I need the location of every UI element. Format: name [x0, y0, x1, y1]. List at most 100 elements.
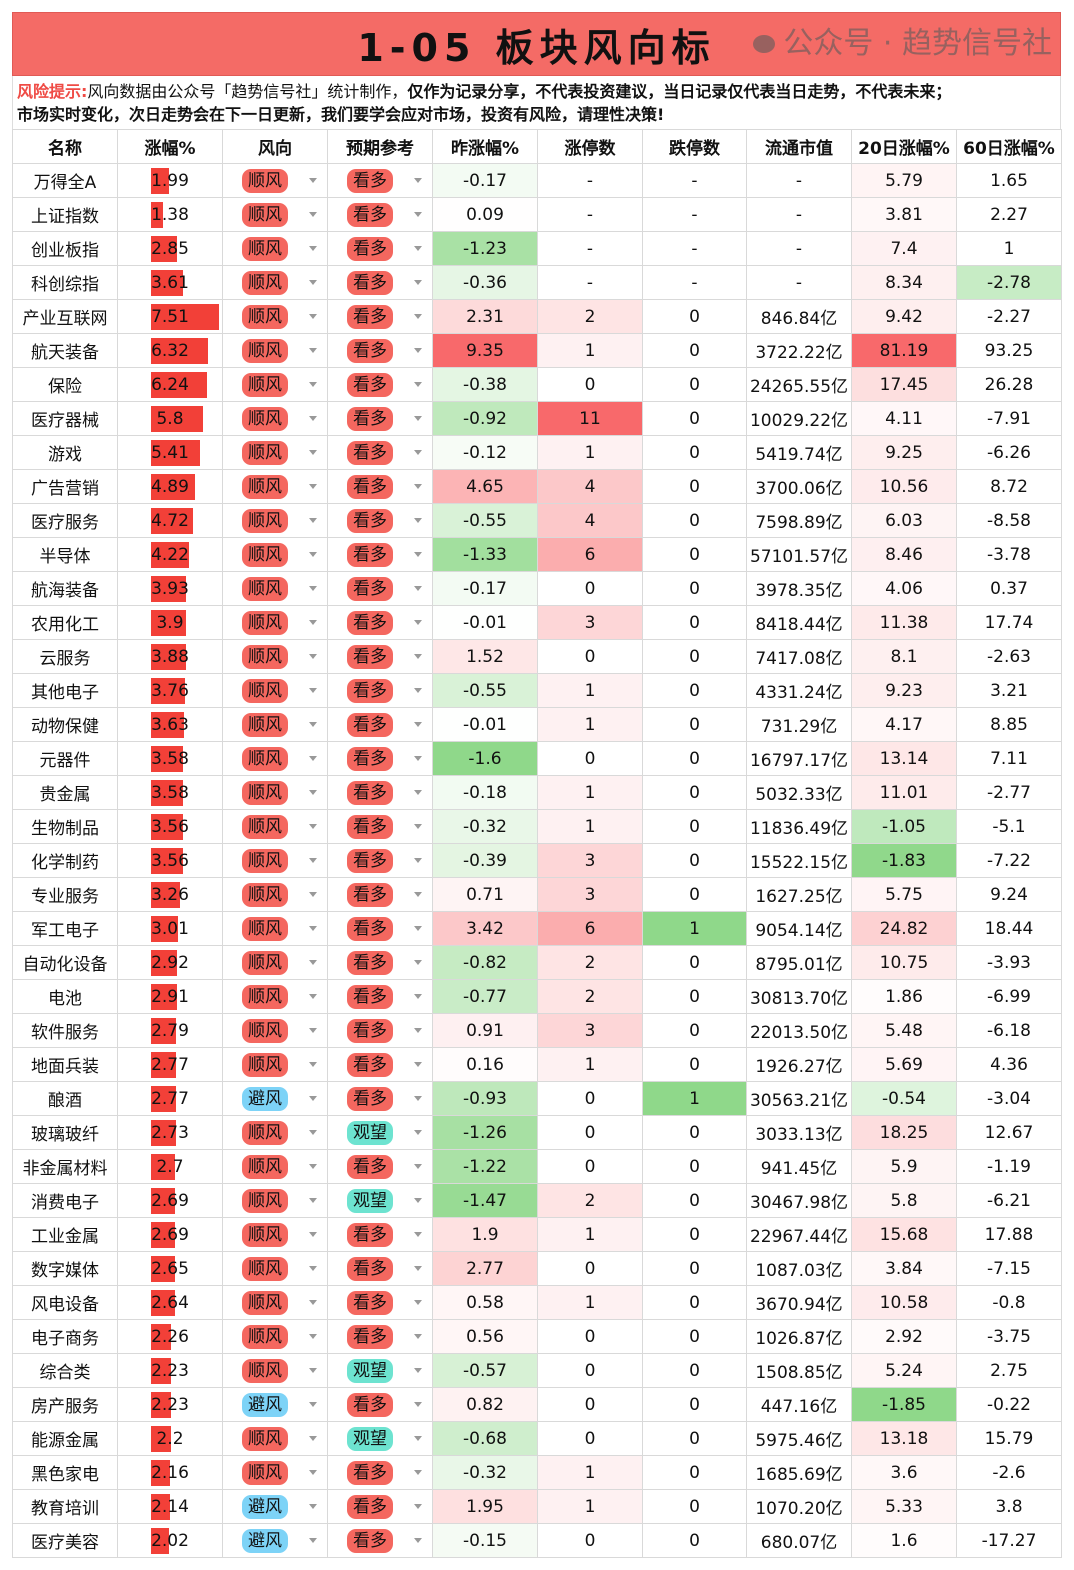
dropdown-arrow-icon[interactable] [309, 756, 317, 761]
wind-dropdown[interactable]: 顺风 [222, 639, 328, 674]
expectation-dropdown[interactable]: 观望 [327, 1353, 433, 1388]
dropdown-arrow-icon[interactable] [309, 1232, 317, 1237]
dropdown-arrow-icon[interactable] [414, 1198, 422, 1203]
wind-dropdown[interactable]: 顺风 [222, 877, 328, 912]
dropdown-arrow-icon[interactable] [309, 552, 317, 557]
wind-dropdown[interactable]: 顺风 [222, 843, 328, 878]
wind-dropdown[interactable]: 顺风 [222, 979, 328, 1014]
dropdown-arrow-icon[interactable] [414, 994, 422, 999]
dropdown-arrow-icon[interactable] [309, 1470, 317, 1475]
dropdown-arrow-icon[interactable] [414, 1028, 422, 1033]
expectation-dropdown[interactable]: 看多 [327, 605, 433, 640]
expectation-dropdown[interactable]: 看多 [327, 367, 433, 402]
dropdown-arrow-icon[interactable] [309, 1130, 317, 1135]
dropdown-arrow-icon[interactable] [309, 484, 317, 489]
dropdown-arrow-icon[interactable] [309, 1436, 317, 1441]
dropdown-arrow-icon[interactable] [309, 348, 317, 353]
dropdown-arrow-icon[interactable] [414, 1436, 422, 1441]
expectation-dropdown[interactable]: 看多 [327, 1285, 433, 1320]
dropdown-arrow-icon[interactable] [309, 518, 317, 523]
dropdown-arrow-icon[interactable] [309, 1096, 317, 1101]
expectation-dropdown[interactable]: 看多 [327, 639, 433, 674]
dropdown-arrow-icon[interactable] [309, 1538, 317, 1543]
expectation-dropdown[interactable]: 看多 [327, 435, 433, 470]
expectation-dropdown[interactable]: 看多 [327, 1149, 433, 1184]
dropdown-arrow-icon[interactable] [309, 960, 317, 965]
dropdown-arrow-icon[interactable] [309, 450, 317, 455]
wind-dropdown[interactable]: 顺风 [222, 435, 328, 470]
wind-dropdown[interactable]: 顺风 [222, 1013, 328, 1048]
dropdown-arrow-icon[interactable] [414, 1096, 422, 1101]
dropdown-arrow-icon[interactable] [309, 1266, 317, 1271]
expectation-dropdown[interactable]: 看多 [327, 1047, 433, 1082]
dropdown-arrow-icon[interactable] [414, 1232, 422, 1237]
dropdown-arrow-icon[interactable] [309, 722, 317, 727]
dropdown-arrow-icon[interactable] [309, 178, 317, 183]
dropdown-arrow-icon[interactable] [414, 1368, 422, 1373]
wind-dropdown[interactable]: 顺风 [222, 1319, 328, 1354]
wind-dropdown[interactable]: 顺风 [222, 1149, 328, 1184]
wind-dropdown[interactable]: 顺风 [222, 911, 328, 946]
expectation-dropdown[interactable]: 看多 [327, 231, 433, 266]
dropdown-arrow-icon[interactable] [414, 892, 422, 897]
dropdown-arrow-icon[interactable] [414, 1504, 422, 1509]
dropdown-arrow-icon[interactable] [414, 1130, 422, 1135]
dropdown-arrow-icon[interactable] [309, 824, 317, 829]
dropdown-arrow-icon[interactable] [414, 722, 422, 727]
dropdown-arrow-icon[interactable] [309, 1368, 317, 1373]
expectation-dropdown[interactable]: 看多 [327, 163, 433, 198]
dropdown-arrow-icon[interactable] [309, 994, 317, 999]
wind-dropdown[interactable]: 顺风 [222, 333, 328, 368]
dropdown-arrow-icon[interactable] [309, 926, 317, 931]
wind-dropdown[interactable]: 顺风 [222, 741, 328, 776]
expectation-dropdown[interactable]: 看多 [327, 979, 433, 1014]
expectation-dropdown[interactable]: 看多 [327, 1319, 433, 1354]
dropdown-arrow-icon[interactable] [309, 1028, 317, 1033]
expectation-dropdown[interactable]: 看多 [327, 843, 433, 878]
wind-dropdown[interactable]: 顺风 [222, 401, 328, 436]
wind-dropdown[interactable]: 顺风 [222, 571, 328, 606]
dropdown-arrow-icon[interactable] [414, 1334, 422, 1339]
expectation-dropdown[interactable]: 观望 [327, 1183, 433, 1218]
header-expectation[interactable]: 预期参考 [327, 129, 433, 164]
wind-dropdown[interactable]: 顺风 [222, 1285, 328, 1320]
wind-dropdown[interactable]: 避风 [222, 1081, 328, 1116]
dropdown-arrow-icon[interactable] [414, 484, 422, 489]
dropdown-arrow-icon[interactable] [414, 654, 422, 659]
header-market-cap[interactable]: 流通市值 [746, 129, 852, 164]
wind-dropdown[interactable]: 顺风 [222, 367, 328, 402]
dropdown-arrow-icon[interactable] [414, 382, 422, 387]
dropdown-arrow-icon[interactable] [414, 1300, 422, 1305]
dropdown-arrow-icon[interactable] [414, 586, 422, 591]
wind-dropdown[interactable]: 顺风 [222, 1455, 328, 1490]
expectation-dropdown[interactable]: 看多 [327, 1455, 433, 1490]
wind-dropdown[interactable]: 顺风 [222, 537, 328, 572]
expectation-dropdown[interactable]: 看多 [327, 401, 433, 436]
header-prev-change[interactable]: 昨涨幅% [432, 129, 538, 164]
expectation-dropdown[interactable]: 看多 [327, 945, 433, 980]
expectation-dropdown[interactable]: 看多 [327, 197, 433, 232]
expectation-dropdown[interactable]: 看多 [327, 673, 433, 708]
dropdown-arrow-icon[interactable] [309, 790, 317, 795]
dropdown-arrow-icon[interactable] [414, 790, 422, 795]
expectation-dropdown[interactable]: 看多 [327, 809, 433, 844]
expectation-dropdown[interactable]: 看多 [327, 299, 433, 334]
dropdown-arrow-icon[interactable] [414, 552, 422, 557]
expectation-dropdown[interactable]: 看多 [327, 877, 433, 912]
dropdown-arrow-icon[interactable] [414, 756, 422, 761]
dropdown-arrow-icon[interactable] [309, 1402, 317, 1407]
expectation-dropdown[interactable]: 看多 [327, 1081, 433, 1116]
wind-dropdown[interactable]: 顺风 [222, 945, 328, 980]
dropdown-arrow-icon[interactable] [414, 348, 422, 353]
dropdown-arrow-icon[interactable] [309, 212, 317, 217]
wind-dropdown[interactable]: 顺风 [222, 163, 328, 198]
header-change-20d[interactable]: 20日涨幅% [851, 129, 957, 164]
wind-dropdown[interactable]: 顺风 [222, 1047, 328, 1082]
expectation-dropdown[interactable]: 看多 [327, 469, 433, 504]
expectation-dropdown[interactable]: 看多 [327, 1489, 433, 1524]
expectation-dropdown[interactable]: 看多 [327, 707, 433, 742]
dropdown-arrow-icon[interactable] [414, 246, 422, 251]
wind-dropdown[interactable]: 避风 [222, 1523, 328, 1558]
dropdown-arrow-icon[interactable] [309, 1300, 317, 1305]
expectation-dropdown[interactable]: 看多 [327, 1217, 433, 1252]
